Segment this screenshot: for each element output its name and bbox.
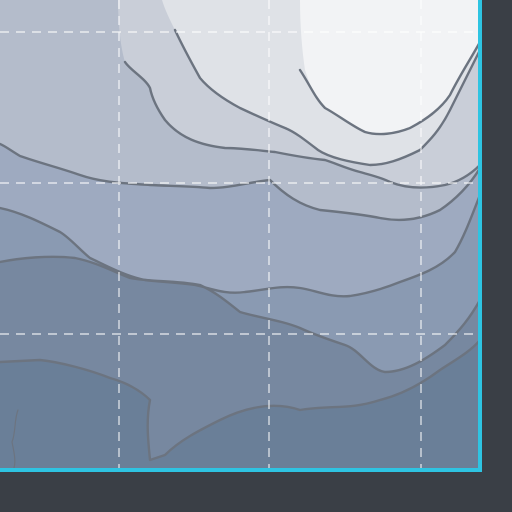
map-border [0, 0, 482, 472]
contour-line-3 [123, 60, 480, 189]
contour-fragment [11, 409, 19, 469]
depth-band-0 [300, 0, 480, 135]
contour-line-1 [298, 40, 480, 136]
contour-line-2 [173, 28, 480, 167]
contour-line-6 [0, 255, 480, 374]
contour-line-5 [0, 193, 480, 298]
contour-line-7 [0, 338, 480, 462]
contour-line-4 [0, 142, 480, 222]
